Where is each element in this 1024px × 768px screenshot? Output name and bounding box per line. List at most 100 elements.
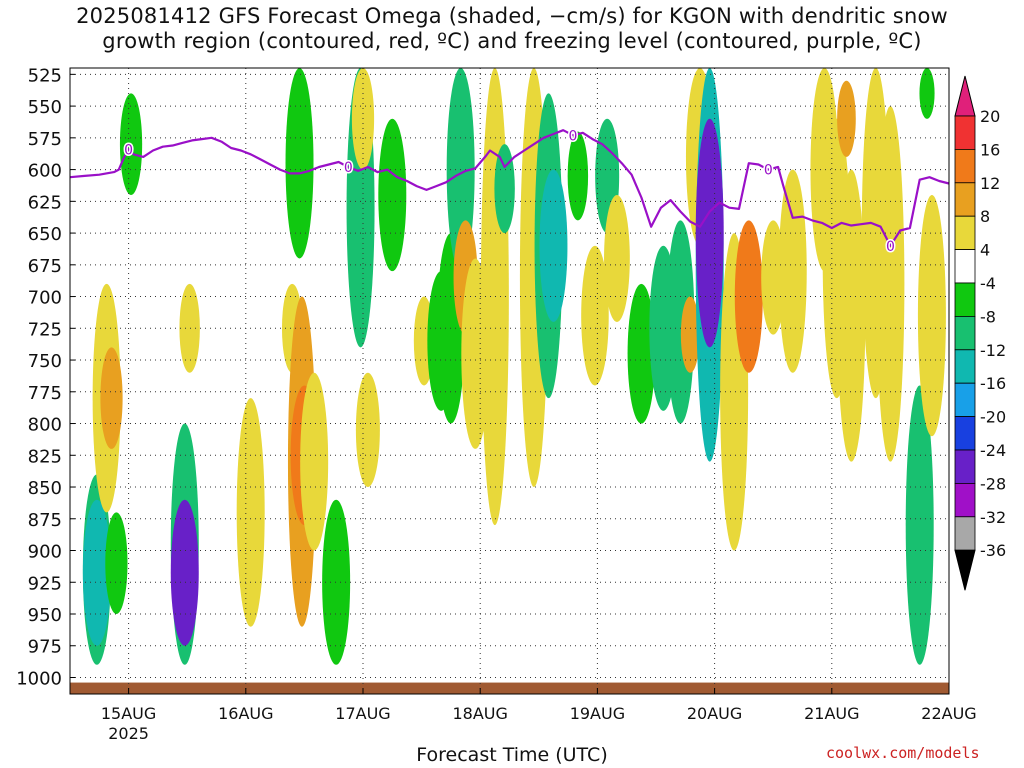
- y-tick-label-900: 900: [28, 542, 62, 563]
- colorbar-bin-7: [954, 315, 976, 351]
- freezing-level-label-1: 0: [344, 160, 353, 176]
- colorbar-label-11: -28: [980, 474, 1006, 493]
- chart-title-line-2: growth region (contoured, red, ºC) and f…: [102, 29, 922, 53]
- omega-region-54: [919, 68, 935, 119]
- freezing-level-contour: 0 0 0 0 0: [69, 127, 950, 256]
- omega-region-53: [905, 385, 934, 665]
- omega-region-1: [82, 499, 111, 646]
- omega-region-4: [105, 512, 128, 615]
- y-tick-label-650: 650: [28, 224, 62, 245]
- colorbar-bin-5: [954, 249, 976, 284]
- y-tick-label-525: 525: [28, 65, 62, 86]
- colorbar-bin-11: [954, 449, 976, 484]
- y-tick-label-750: 750: [28, 351, 62, 372]
- colorbar-bin-1: [954, 115, 976, 150]
- x-tick-label-20AUG: 20AUG: [687, 704, 742, 723]
- freezing-level-line: [69, 129, 950, 247]
- credit-link[interactable]: coolwx.com/models: [826, 744, 980, 762]
- y-tick-label-925: 925: [28, 573, 62, 594]
- colorbar-bin-6: [954, 282, 976, 317]
- colorbar-bin-3: [954, 182, 976, 217]
- omega-region-44: [734, 220, 763, 373]
- x-tick-label-16AUG: 16AUG: [218, 704, 273, 723]
- y-tick-label-625: 625: [28, 192, 62, 213]
- colorbar-label-0: 20: [980, 107, 1000, 126]
- y-tick-label-950: 950: [28, 605, 62, 626]
- x-tick-label-22AUG: 22AUG: [921, 704, 976, 723]
- x-year-label: 2025: [108, 724, 149, 743]
- colorbar-label-4: 4: [980, 241, 990, 260]
- x-tick-label-21AUG: 21AUG: [804, 704, 859, 723]
- colorbar-label-3: 8: [980, 207, 990, 226]
- colorbar-bin-12: [954, 482, 976, 518]
- colorbar-label-5: -4: [980, 274, 996, 293]
- omega-region-38: [666, 220, 695, 424]
- omega-region-15: [322, 499, 351, 665]
- x-tick-label-18AUG: 18AUG: [452, 704, 507, 723]
- colorbar-label-2: 12: [980, 174, 1000, 193]
- y-tick-label-875: 875: [28, 510, 62, 531]
- colorbar-label-9: -20: [980, 408, 1006, 427]
- omega-region-19: [378, 118, 407, 272]
- omega-region-32: [567, 131, 589, 221]
- y-tick-label-675: 675: [28, 256, 62, 277]
- surface-terrain-band: [70, 682, 949, 694]
- omega-region-55: [917, 194, 946, 437]
- y-tick-label-725: 725: [28, 319, 62, 340]
- omega-region-8: [179, 283, 200, 373]
- x-axis: 15AUG 16AUG 17AUG 18AUG 19AUG 20AUG 21AUG 22AUG…: [101, 688, 977, 743]
- colorbar-label-6: -8: [980, 307, 996, 326]
- omega-region-49: [837, 80, 856, 157]
- freezing-level-label-0: 0: [124, 142, 133, 158]
- freezing-level-label-2: 0: [569, 128, 578, 144]
- omega-region-35: [604, 194, 630, 322]
- colorbar-bin-8: [954, 349, 976, 384]
- colorbar-label-7: -12: [980, 341, 1006, 360]
- omega-region-7: [170, 499, 199, 646]
- colorbar-bottom-arrow: [954, 549, 976, 591]
- x-tick-label-17AUG: 17AUG: [335, 704, 390, 723]
- omega-region-18: [355, 372, 380, 488]
- omega-region-9: [236, 398, 265, 627]
- omega-region-36: [627, 283, 656, 424]
- y-axis: 525 550 575 600 625 650 675 700 725 750 775 800 825 8…: [16, 65, 75, 689]
- colorbar-bin-4: [954, 215, 976, 250]
- omega-region-27: [494, 144, 515, 234]
- y-tick-label-1000: 1000: [16, 668, 62, 689]
- x-tick-label-19AUG: 19AUG: [570, 704, 625, 723]
- y-tick-label-600: 600: [28, 161, 62, 182]
- chart-title-line-1: 2025081412 GFS Forecast Omega (shaded, −…: [76, 4, 948, 28]
- x-axis-label: Forecast Time (UTC): [416, 744, 608, 766]
- colorbar-label-10: -24: [980, 441, 1006, 460]
- omega-region-33: [581, 245, 609, 386]
- y-tick-label-975: 975: [28, 637, 62, 658]
- omega-region-11: [285, 67, 314, 259]
- omega-region-31: [539, 169, 568, 322]
- omega-region-14: [300, 372, 329, 551]
- colorbar-bin-2: [954, 148, 976, 184]
- y-tick-label-775: 775: [28, 383, 62, 404]
- omega-region-50: [837, 169, 866, 462]
- plot-frame: [69, 67, 950, 695]
- colorbar-bin-10: [954, 416, 976, 451]
- colorbar-label-12: -32: [980, 508, 1006, 527]
- colorbar-label-1: 16: [980, 140, 1000, 159]
- omega-region-46: [778, 169, 807, 373]
- y-tick-label-850: 850: [28, 478, 62, 499]
- colorbar-bin-13: [954, 516, 976, 551]
- colorbar-top-arrow: [954, 75, 976, 117]
- omega-region-39: [680, 296, 700, 373]
- y-tick-label-575: 575: [28, 129, 62, 150]
- omega-region-42: [695, 118, 724, 348]
- omega-region-52: [876, 106, 905, 462]
- colorbar: 20 16 12 8 4 -4 -8 -12 -16 -20 -24 -28 -32 -36: [954, 75, 1006, 591]
- y-tick-label-825: 825: [28, 446, 62, 467]
- y-tick-label-800: 800: [28, 415, 62, 436]
- colorbar-label-8: -16: [980, 374, 1006, 393]
- colorbar-bin-9: [954, 382, 976, 418]
- x-tick-label-15AUG: 15AUG: [101, 704, 156, 723]
- freezing-level-label-4: 0: [886, 239, 895, 255]
- y-tick-label-700: 700: [28, 288, 62, 309]
- omega-region-3: [100, 347, 123, 449]
- y-tick-label-550: 550: [28, 97, 62, 118]
